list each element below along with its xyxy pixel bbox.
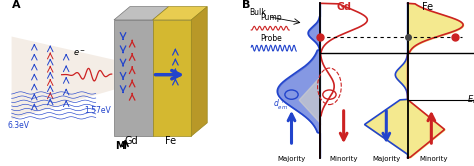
Text: Majority: Majority <box>277 156 306 162</box>
Text: Minority: Minority <box>329 156 358 162</box>
Text: B: B <box>242 0 250 10</box>
Text: Probe: Probe <box>261 35 283 43</box>
Text: $d_{em}^{\uparrow}$: $d_{em}^{\uparrow}$ <box>273 98 288 112</box>
Text: $e^-$: $e^-$ <box>73 49 86 58</box>
Polygon shape <box>153 20 191 136</box>
Polygon shape <box>114 7 169 20</box>
Text: 1.57eV: 1.57eV <box>84 106 111 115</box>
Text: Minority: Minority <box>419 156 448 162</box>
Text: Pump: Pump <box>261 13 283 22</box>
Polygon shape <box>11 37 114 120</box>
Text: Majority: Majority <box>372 156 401 162</box>
Text: Fe: Fe <box>422 2 433 12</box>
Text: M: M <box>115 141 125 151</box>
Text: A: A <box>11 0 20 10</box>
Polygon shape <box>191 7 207 136</box>
Text: 6.3eV: 6.3eV <box>7 121 29 130</box>
Text: $E_F$: $E_F$ <box>467 93 474 106</box>
Polygon shape <box>153 7 207 20</box>
Text: Gd: Gd <box>124 136 138 146</box>
Text: Gd: Gd <box>337 2 352 12</box>
Text: Fe: Fe <box>165 136 176 146</box>
Text: Bulk: Bulk <box>249 8 265 17</box>
Polygon shape <box>114 20 153 136</box>
